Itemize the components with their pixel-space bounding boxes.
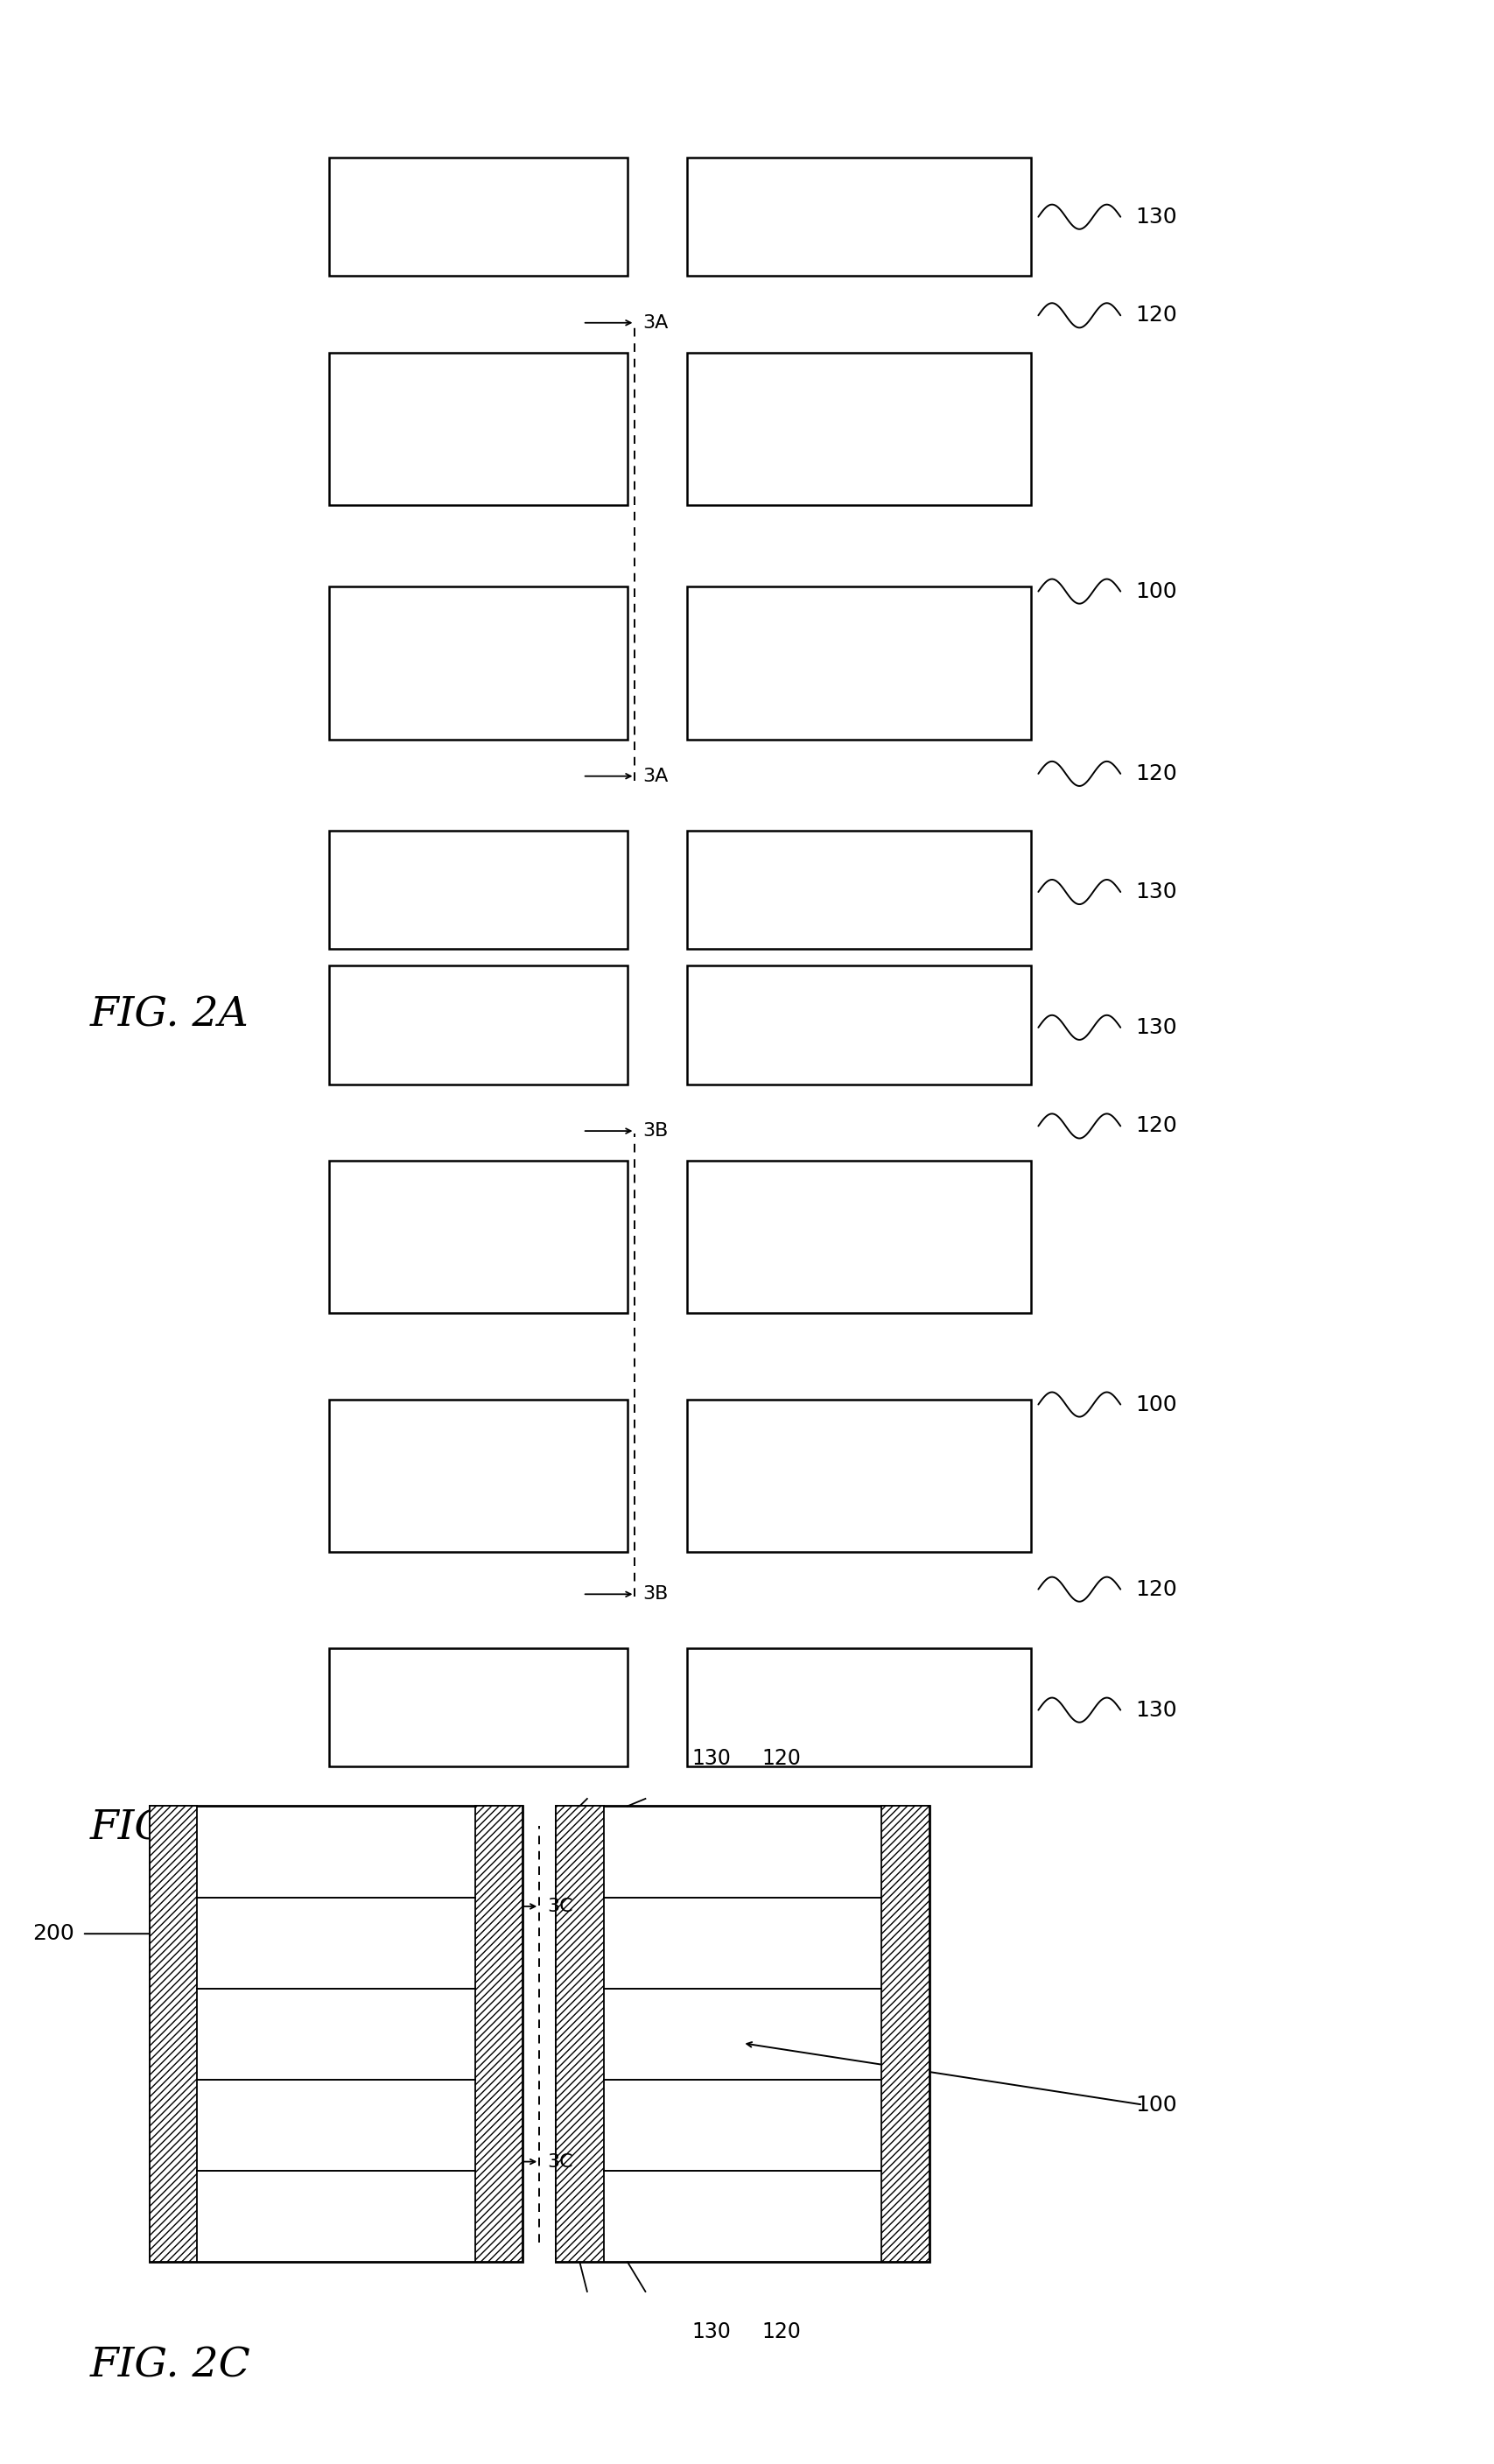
Text: FIG. 2C: FIG. 2C (90, 2346, 251, 2385)
Text: 130: 130 (1135, 1018, 1177, 1037)
Text: 120: 120 (1135, 1116, 1177, 1136)
Bar (687, 830, 1031, 949)
Bar (329, 586, 627, 739)
Text: 3B: 3B (642, 1584, 668, 1604)
Text: FIG. 2B: FIG. 2B (90, 1809, 249, 1848)
Bar (329, 830, 627, 949)
Bar (556, 1806, 604, 2262)
Bar (687, 966, 1031, 1084)
Text: 120: 120 (1135, 1579, 1177, 1599)
Bar (556, 1806, 929, 2262)
Text: 3C: 3C (547, 2154, 572, 2171)
Text: FIG. 2A: FIG. 2A (90, 995, 248, 1035)
Text: 130: 130 (1135, 207, 1177, 227)
Bar (329, 1648, 627, 1767)
Text: 130: 130 (1135, 882, 1177, 902)
Text: 120: 120 (1135, 764, 1177, 784)
Text: 130: 130 (692, 1747, 731, 1769)
Text: 130: 130 (1135, 1700, 1177, 1720)
Text: 200: 200 (33, 1924, 75, 1944)
Bar (687, 352, 1031, 505)
Text: 120: 120 (762, 1747, 801, 1769)
Text: 100: 100 (1135, 1395, 1177, 1414)
Bar (329, 1400, 627, 1552)
Bar (687, 1161, 1031, 1313)
Text: 100: 100 (1135, 2094, 1177, 2114)
Bar (881, 1806, 929, 2262)
Bar (329, 966, 627, 1084)
Bar (687, 586, 1031, 739)
Text: 3C: 3C (547, 1897, 572, 1915)
Text: 3A: 3A (642, 766, 668, 786)
Text: 120: 120 (1135, 306, 1177, 325)
Bar (329, 1161, 627, 1313)
Bar (475, 1806, 523, 2262)
Text: 120: 120 (762, 2321, 801, 2343)
Bar (149, 1806, 197, 2262)
Bar (687, 1400, 1031, 1552)
Text: 130: 130 (692, 2321, 731, 2343)
Text: 3A: 3A (642, 313, 668, 333)
Bar (687, 1648, 1031, 1767)
Text: 100: 100 (1135, 582, 1177, 601)
Bar (687, 158, 1031, 276)
Bar (329, 158, 627, 276)
Bar (329, 352, 627, 505)
Text: 3B: 3B (642, 1121, 668, 1141)
Bar (149, 1806, 523, 2262)
